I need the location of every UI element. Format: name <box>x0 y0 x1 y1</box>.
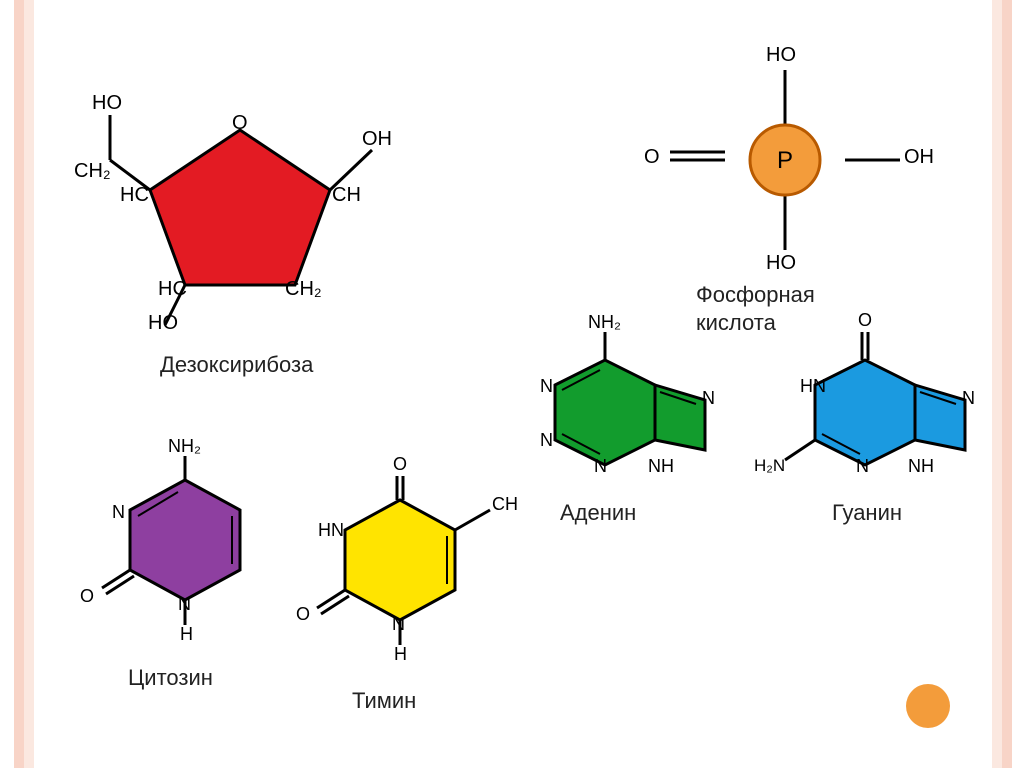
atom-HO-bot-p: HO <box>766 252 796 275</box>
guanine-N1: N <box>856 456 869 477</box>
guanine-O: O <box>858 310 872 331</box>
deoxyribose-label: Дезоксирибоза <box>160 352 313 378</box>
cytosine-H: H <box>180 624 193 645</box>
guanine-HN: HN <box>800 376 826 397</box>
guanine-diagram <box>760 320 990 510</box>
atom-HO-tl: HO <box>92 92 122 115</box>
left-stripe-inner <box>24 0 34 768</box>
thymine-CH: CH <box>492 494 518 515</box>
thymine-Otop: O <box>393 454 407 475</box>
slide: O HO CH₂ HC CH OH HC CH₂ HO Дезоксирибоз… <box>0 0 1024 768</box>
cytosine-NHring: N <box>178 594 191 615</box>
thymine-label: Тимин <box>352 688 416 714</box>
guanine-label: Гуанин <box>832 500 902 526</box>
left-stripe-outer <box>14 0 24 768</box>
adenine-NH: NH <box>648 456 674 477</box>
adenine-N1: N <box>540 376 553 397</box>
phosphoric-diagram: P <box>630 40 940 270</box>
adenine-NH2: NH₂ <box>588 312 621 333</box>
atom-CH-r: CH <box>332 184 361 207</box>
cytosine-label: Цитозин <box>128 665 213 691</box>
atom-HC-bl: HC <box>158 278 187 301</box>
cytosine-NH2: NH₂ <box>168 436 201 457</box>
atom-CH2-l: CH₂ <box>74 160 111 183</box>
adenine-N3: N <box>594 456 607 477</box>
phosphoric-label-1: Фосфорная <box>696 282 815 308</box>
thymine-H: H <box>394 644 407 665</box>
cytosine-N: N <box>112 502 125 523</box>
guanine-NH: NH <box>908 456 934 477</box>
adenine-diagram <box>500 320 730 510</box>
right-stripe-inner <box>992 0 1002 768</box>
thymine-HN: HN <box>318 520 344 541</box>
cytosine-diagram <box>90 450 290 650</box>
guanine-H2N: H₂N <box>754 456 785 476</box>
atom-HC-l: HC <box>120 184 149 207</box>
thymine-Oleft: O <box>296 604 310 625</box>
atom-OH-tr: OH <box>362 128 392 151</box>
atom-O-top: O <box>232 112 248 135</box>
right-stripe-outer <box>1002 0 1012 768</box>
guanine-N2: N <box>962 388 975 409</box>
atom-HO-b: HO <box>148 312 178 335</box>
cytosine-O: O <box>80 586 94 607</box>
adenine-N4: N <box>702 388 715 409</box>
thymine-diagram <box>300 470 520 670</box>
atom-CH2-br: CH₂ <box>285 278 322 301</box>
atom-OH-right-p: OH <box>904 146 934 169</box>
adenine-N2: N <box>540 430 553 451</box>
atom-HO-top-p: HO <box>766 44 796 67</box>
accent-dot <box>906 684 950 728</box>
svg-text:P: P <box>777 147 793 174</box>
adenine-label: Аденин <box>560 500 636 526</box>
atom-O-left-p: O <box>644 146 660 169</box>
thymine-Nring: N <box>392 614 405 635</box>
